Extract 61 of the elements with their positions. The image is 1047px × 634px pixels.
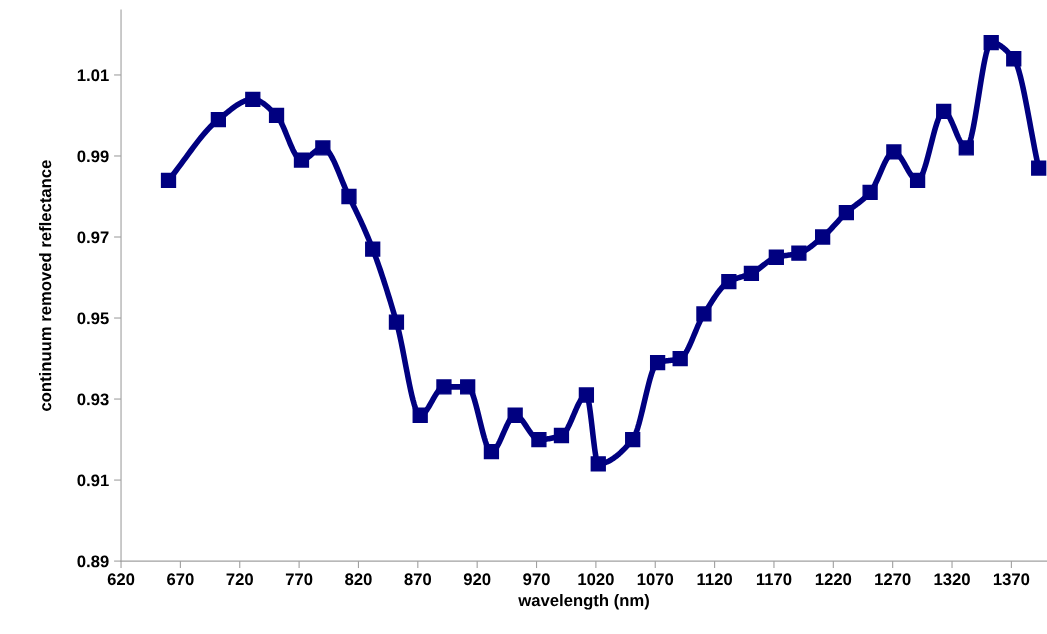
point — [315, 140, 331, 156]
point — [768, 249, 784, 265]
x-tick-label: 1220 — [815, 573, 852, 586]
point — [245, 91, 261, 107]
point — [1006, 51, 1022, 67]
y-tick-label: 0.91 — [77, 474, 109, 487]
x-tick-label: 920 — [463, 573, 491, 586]
point — [160, 172, 177, 188]
point — [412, 407, 428, 423]
point — [838, 205, 855, 221]
x-tick-label: 870 — [404, 573, 432, 586]
point — [958, 140, 974, 156]
point — [886, 144, 902, 160]
y-tick-label: 0.99 — [77, 150, 109, 163]
y-tick-label: 1.01 — [77, 69, 109, 82]
point — [936, 103, 952, 120]
point — [483, 444, 500, 460]
point — [1031, 160, 1047, 176]
x-tick-label: 770 — [285, 573, 313, 586]
x-tick-label: 1320 — [934, 573, 970, 586]
point — [268, 107, 285, 124]
x-tick-label: 970 — [523, 573, 550, 586]
y-tick-label: 0.95 — [77, 312, 109, 325]
y-tick-label: 0.89 — [77, 555, 109, 568]
point — [721, 273, 737, 290]
point — [531, 431, 547, 448]
x-tick-label: 720 — [226, 573, 253, 586]
y-tick-label: 0.93 — [77, 393, 109, 406]
y-tick-label: 0.97 — [77, 231, 109, 244]
point — [210, 111, 227, 128]
x-tick-label: 670 — [167, 573, 194, 586]
point — [909, 172, 926, 188]
x-tick-label: 1370 — [993, 573, 1030, 586]
point — [578, 387, 595, 403]
x-tick-label: 820 — [345, 573, 372, 586]
x-tick-label: 1270 — [875, 573, 911, 586]
point — [553, 427, 570, 444]
point — [341, 188, 357, 205]
point — [814, 229, 831, 245]
x-tick-label: 620 — [107, 573, 135, 586]
point — [625, 431, 641, 448]
point — [590, 456, 606, 472]
x-axis-title: wavelength (nm) — [518, 593, 649, 610]
point — [696, 306, 712, 322]
point — [791, 245, 807, 261]
x-tick-label: 1070 — [637, 573, 674, 586]
x-tick-label: 1020 — [578, 573, 614, 586]
point — [293, 152, 310, 168]
point — [460, 379, 476, 395]
point — [862, 184, 878, 201]
point — [365, 241, 381, 257]
point — [436, 379, 452, 395]
point — [743, 265, 760, 282]
y-axis-title: continuum removed reflectance — [39, 160, 52, 411]
point — [507, 407, 523, 423]
point — [672, 350, 688, 367]
point — [649, 354, 666, 371]
point — [983, 34, 999, 51]
x-tick-label: 1120 — [697, 573, 732, 586]
point — [388, 314, 405, 330]
x-tick-label: 1170 — [756, 573, 792, 586]
